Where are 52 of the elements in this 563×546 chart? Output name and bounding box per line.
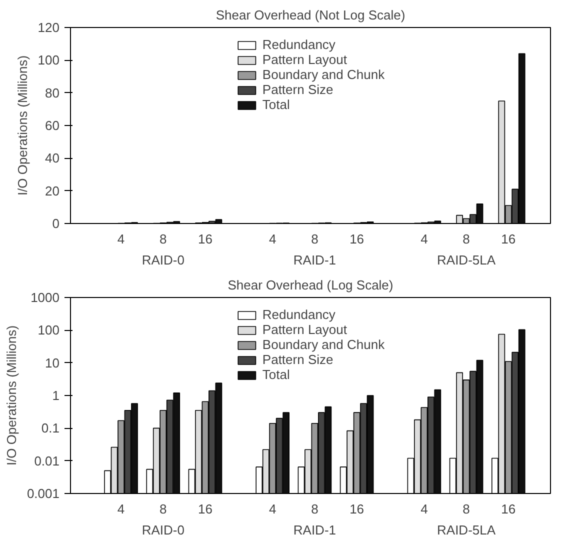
legend-label: Total (262, 97, 290, 112)
text: RAID-1 (293, 522, 336, 538)
legend-label: Boundary and Chunk (262, 67, 385, 82)
x-tick-label: 4 (117, 232, 125, 246)
legend-label: Pattern Layout (262, 322, 347, 337)
x-tick-label: 16 (198, 232, 212, 246)
text: RAID-0 (142, 522, 184, 538)
x-tick-label: 16 (198, 502, 212, 516)
legend-label: Redundancy (262, 37, 336, 52)
y-tick-label: 20 (45, 183, 60, 198)
legend-label: Pattern Size (262, 352, 334, 367)
x-tick-label: 8 (311, 232, 318, 246)
y-tick-label: 60 (45, 118, 60, 133)
x-tick-label: 16 (501, 502, 516, 516)
y-tick-label: 40 (45, 150, 60, 166)
x-tick-label: 16 (501, 232, 516, 246)
y-tick-label: 120 (38, 20, 60, 35)
x-tick-label: 4 (117, 502, 125, 516)
y-tick-label: 1000 (30, 290, 60, 305)
legend-label: Redundancy (262, 307, 336, 322)
y-tick-label: 1 (52, 388, 60, 403)
text: RAID-5LA (437, 522, 496, 538)
chart-title: Shear Overhead (Not Log Scale) (216, 8, 406, 22)
text: RAID-1 (293, 252, 336, 268)
y-tick-label: 0.1 (41, 420, 60, 436)
y-tick-label: 0.01 (34, 453, 60, 468)
y-tick-label: 100 (38, 52, 60, 68)
x-tick-label: 4 (268, 502, 276, 516)
x-tick-label: 4 (420, 502, 428, 516)
legend-label: Pattern Size (262, 82, 334, 97)
text: RAID-5LA (437, 252, 496, 268)
y-tick-label: 100 (38, 322, 60, 338)
x-tick-label: 8 (462, 502, 470, 516)
legend-label: Boundary and Chunk (262, 337, 385, 352)
y-tick-label: 0 (52, 216, 60, 231)
y-tick-label: 10 (45, 355, 60, 370)
x-tick-label: 4 (420, 232, 428, 246)
x-tick-label: 8 (462, 232, 470, 246)
x-tick-label: 8 (160, 502, 167, 516)
x-tick-label: 16 (350, 232, 364, 246)
y-axis-title: I/O Operations (Millions) (14, 55, 30, 196)
x-tick-label: 8 (311, 502, 318, 516)
legend-label: Pattern Layout (262, 52, 347, 67)
x-tick-label: 8 (160, 232, 167, 246)
x-tick-label: 4 (268, 232, 276, 246)
y-tick-label: 80 (45, 85, 60, 100)
chart-title: Shear Overhead (Log Scale) (228, 278, 394, 292)
x-tick-label: 16 (350, 502, 364, 516)
y-axis-title: I/O Operations (Millions) (4, 325, 19, 466)
y-tick-label: 0.001 (26, 486, 60, 501)
text: RAID-0 (142, 252, 184, 268)
legend-label: Total (262, 367, 290, 382)
